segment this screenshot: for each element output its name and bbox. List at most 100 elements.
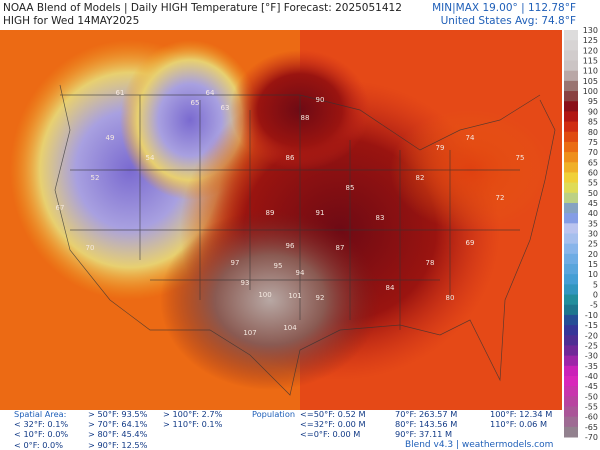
station-value: 83 [376, 214, 385, 222]
station-value: 97 [231, 259, 240, 267]
colorbar-swatch [564, 386, 578, 397]
station-value: 49 [106, 134, 115, 142]
colorbar-label: 80 [588, 128, 598, 137]
colorbar-swatch [564, 60, 578, 72]
colorbar-label: -5 [590, 301, 598, 310]
title: NOAA Blend of Models | Daily HIGH Temper… [3, 2, 402, 14]
colorbar-label: 130 [583, 26, 598, 35]
colorbar-swatch [564, 314, 578, 326]
colorbar-label: 70 [588, 148, 598, 157]
station-value: 75 [516, 154, 525, 162]
colorbar-label: 15 [588, 260, 598, 269]
colorbar-swatch [564, 213, 578, 224]
spatial-stat: > 80°F: 45.4% [88, 429, 148, 440]
hottest-region [160, 210, 380, 390]
colorbar-label: 35 [588, 219, 598, 228]
colorbar-swatch [564, 111, 578, 123]
colorbar-swatch [564, 101, 578, 112]
colorbar-swatch [564, 294, 578, 306]
colorbar-label: -65 [585, 423, 598, 432]
colorbar-label: -45 [585, 382, 598, 391]
colorbar-label: -50 [585, 392, 598, 401]
colorbar-label: 105 [583, 77, 598, 86]
station-value: 90 [316, 96, 325, 104]
colorbar-label: 50 [588, 189, 598, 198]
colorbar-swatch [564, 50, 578, 62]
population-stat: 110°F: 0.06 M [490, 419, 548, 430]
colorbar-swatch [564, 172, 578, 184]
station-value: 88 [301, 114, 310, 122]
colorbar: 1301251201151101051009590858075706560555… [564, 26, 598, 442]
station-value: 94 [296, 269, 305, 277]
colorbar-swatch [564, 182, 578, 194]
colorbar-label: 40 [588, 209, 598, 218]
colorbar-swatch [564, 233, 578, 245]
colorbar-label: 20 [588, 250, 598, 259]
colorbar-swatch [564, 396, 578, 407]
station-value: 69 [466, 239, 475, 247]
population-stat: 100°F: 12.34 M [490, 409, 553, 419]
spatial-stat: > 70°F: 64.1% [88, 419, 148, 430]
colorbar-swatch [564, 162, 578, 173]
colorbar-swatch [564, 426, 578, 438]
colorbar-swatch [564, 274, 578, 285]
station-value: 92 [316, 294, 325, 302]
population-stat: <=32°F: 0.00 M [300, 419, 366, 430]
station-value: 86 [286, 154, 295, 162]
colorbar-swatch [564, 91, 578, 102]
min-max: MIN|MAX 19.00° | 112.78°F [432, 2, 576, 14]
spatial-stat: > 50°F: 93.5% [88, 409, 148, 419]
colorbar-label: 95 [588, 97, 598, 106]
colorbar-label: -25 [585, 341, 598, 350]
colorbar-swatch [564, 253, 578, 265]
colorbar-label: 0 [593, 291, 598, 300]
subtitle: HIGH for Wed 14MAY2025 [3, 15, 140, 27]
colorbar-label: -15 [585, 321, 598, 330]
colorbar-swatch [564, 365, 578, 377]
station-value: 64 [206, 89, 215, 97]
population-stat: 90°F: 37.11 M [395, 429, 453, 440]
colorbar-label: -20 [585, 331, 598, 340]
colorbar-swatch [564, 40, 578, 51]
colorbar-label: 75 [588, 138, 598, 147]
colorbar-label: 10 [588, 270, 598, 279]
map: 90 88 86 93 95 100 104 107 96 91 85 83 82 79 74 65 61 54 5… [0, 30, 562, 410]
colorbar-swatch [564, 192, 578, 204]
colorbar-swatch [564, 30, 578, 41]
station-value: 61 [116, 89, 125, 97]
station-value: 95 [274, 262, 283, 270]
spatial-stat: < 0°F: 0.0% [14, 439, 64, 450]
colorbar-swatch [564, 375, 578, 387]
colorbar-label: 45 [588, 199, 598, 208]
spatial-stat: < 32°F: 0.1% [14, 419, 69, 430]
colorbar-swatch [564, 121, 578, 133]
colorbar-label: 115 [583, 57, 598, 66]
credit: Blend v4.3 | weathermodels.com [405, 440, 554, 450]
colorbar-swatch [564, 406, 578, 418]
station-value: 89 [266, 209, 275, 217]
colorbar-swatch [564, 325, 578, 336]
colorbar-swatch [564, 80, 578, 92]
population-stat: 80°F: 143.56 M [395, 419, 458, 430]
colorbar-swatch [564, 264, 578, 275]
colorbar-label: 25 [588, 240, 598, 249]
colorbar-label: -55 [585, 402, 598, 411]
station-value: 82 [416, 174, 425, 182]
colorbar-label: 60 [588, 168, 598, 177]
station-value: 87 [336, 244, 345, 252]
station-value: 84 [386, 284, 395, 292]
colorbar-swatch [564, 284, 578, 296]
colorbar-swatch [564, 131, 578, 143]
colorbar-label: 120 [583, 46, 598, 55]
station-value: 63 [221, 104, 230, 112]
colorbar-label: -30 [585, 352, 598, 361]
colorbar-swatch [564, 335, 578, 346]
station-value: 96 [286, 242, 295, 250]
colorbar-label: 100 [583, 87, 598, 96]
station-value: 54 [146, 154, 155, 162]
colorbar-label: 90 [588, 107, 598, 116]
colorbar-swatch [564, 152, 578, 163]
colorbar-swatch [564, 416, 578, 428]
colorbar-label: 55 [588, 179, 598, 188]
